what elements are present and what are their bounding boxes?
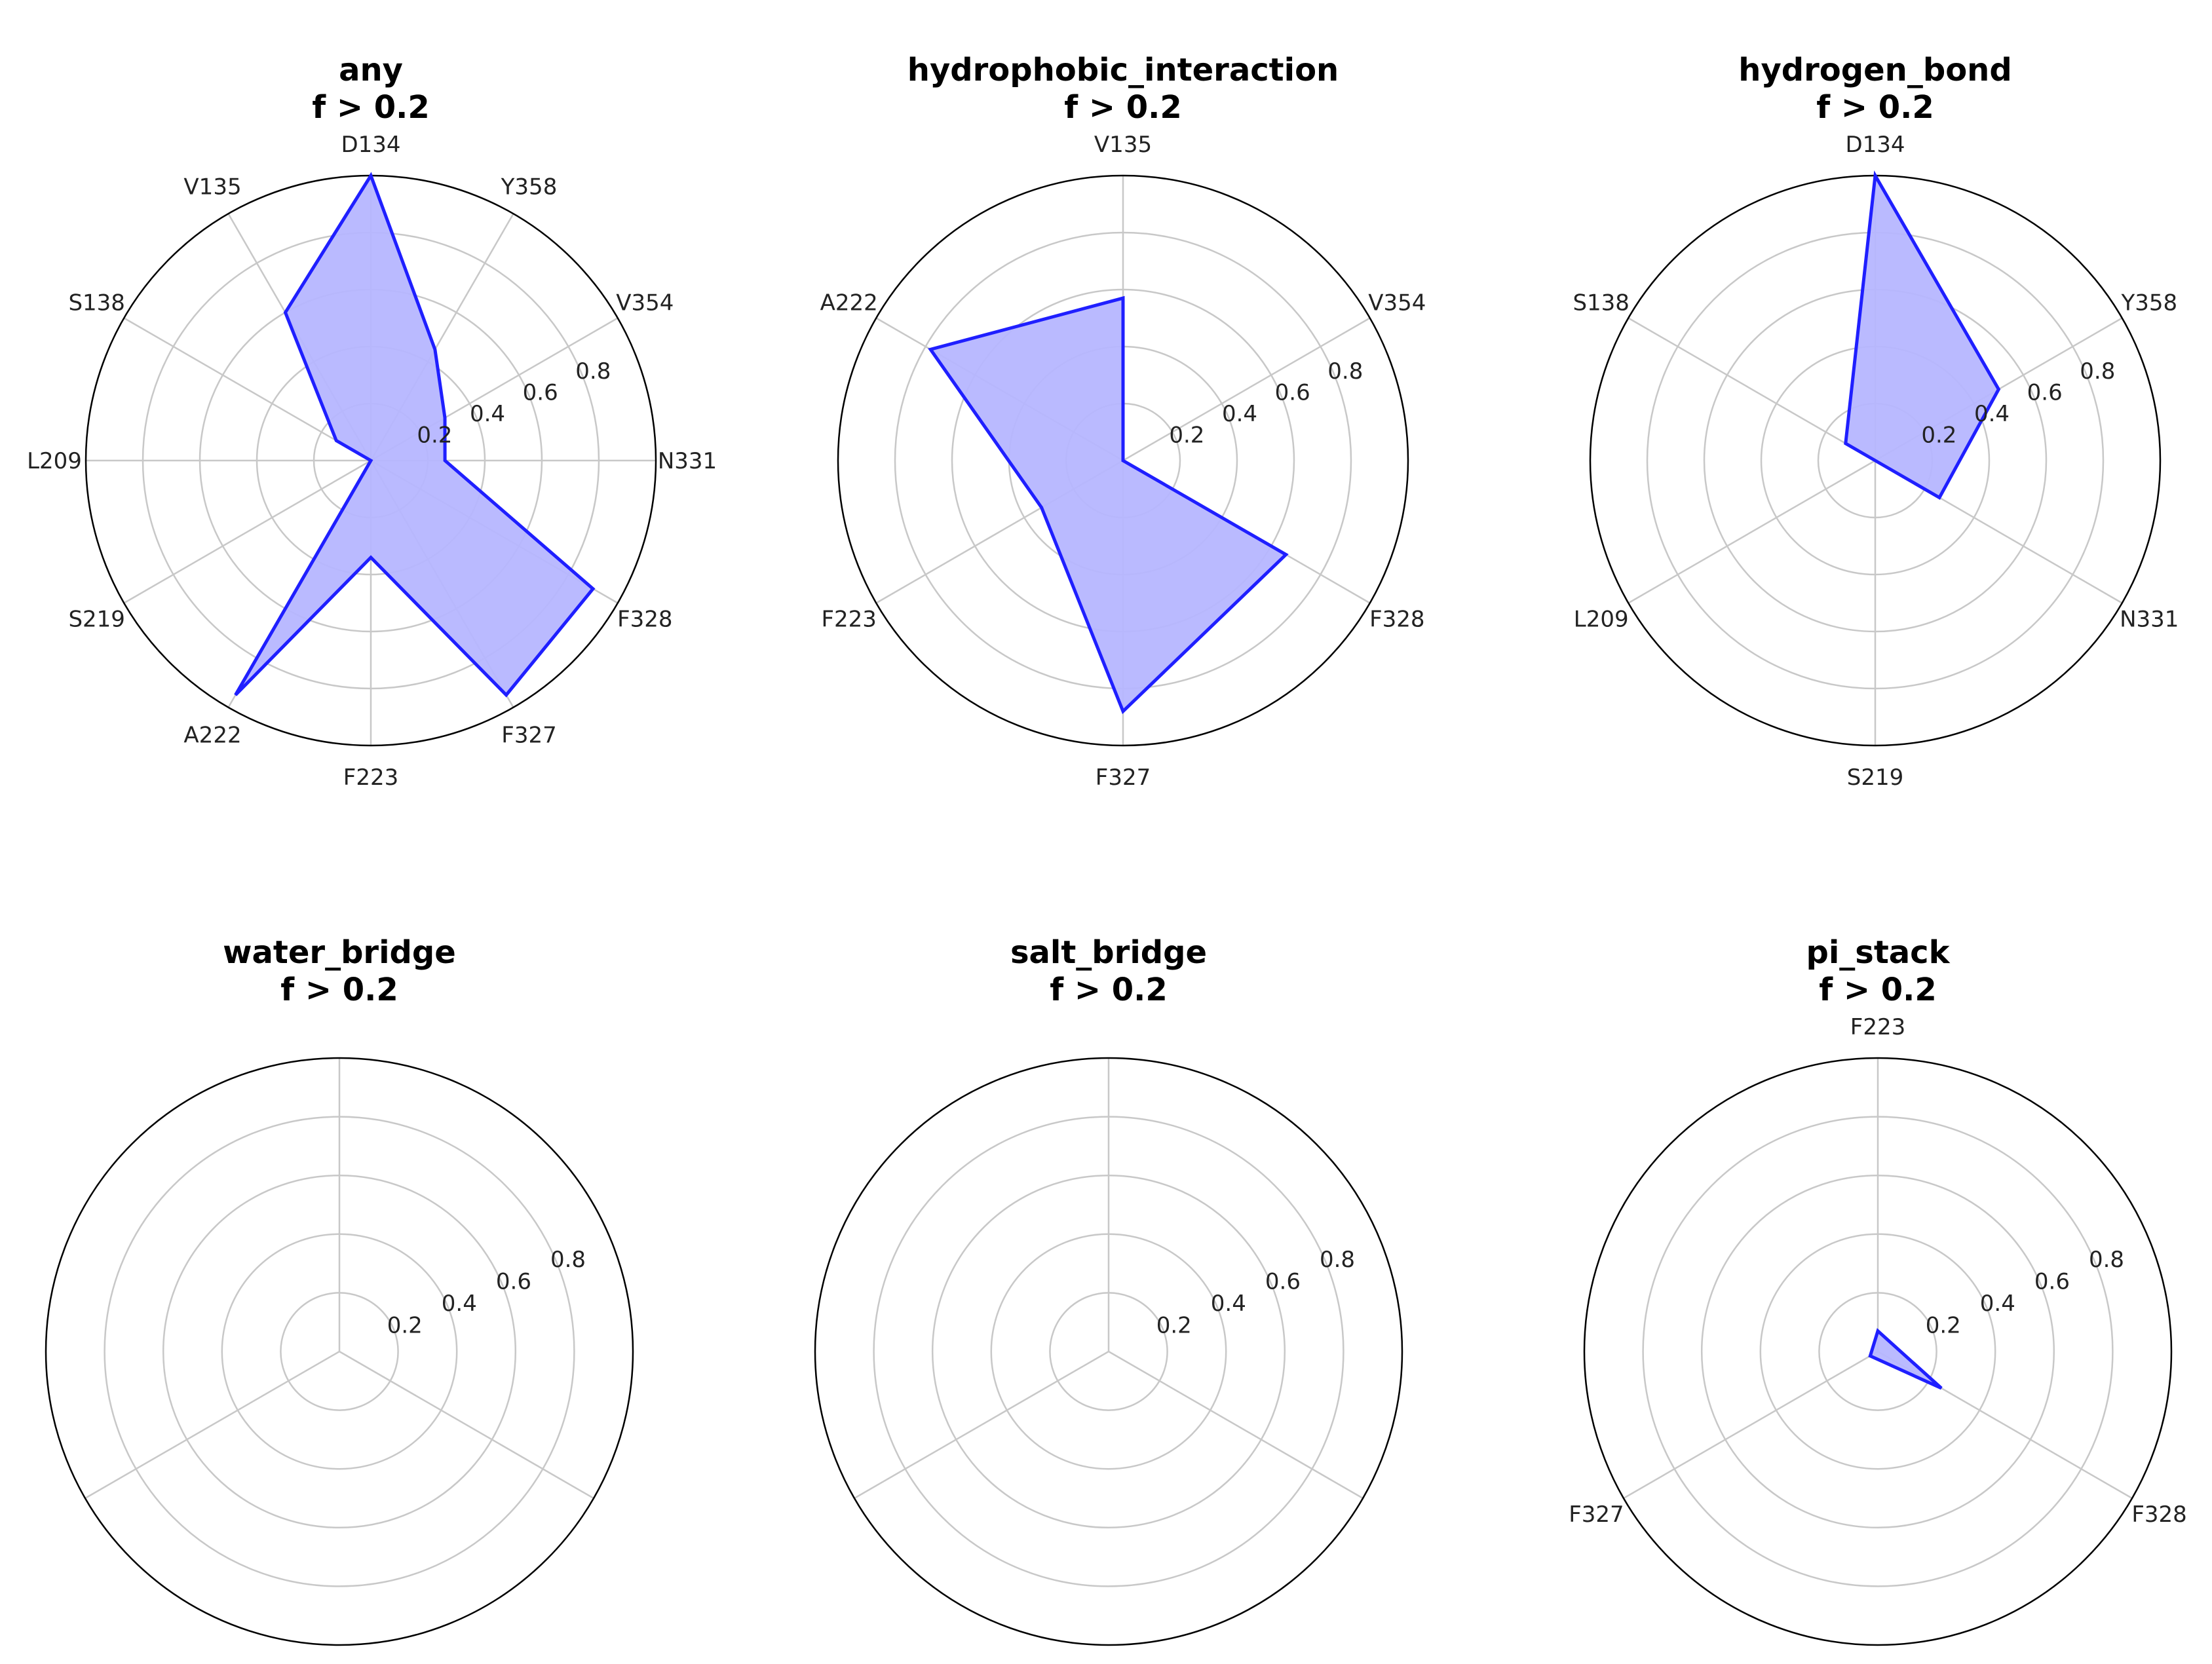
category-label: L209 — [27, 448, 82, 474]
panel-subtitle: f > 0.2 — [1050, 972, 1168, 1008]
radial-tick-label: 0.2 — [1926, 1313, 1961, 1339]
panel-subtitle: f > 0.2 — [312, 89, 430, 126]
category-label: F223 — [343, 765, 398, 791]
radar-panel-salt-bridge: salt_bridge f > 0.2 0.2 0.4 0.6 0.8 — [814, 934, 1403, 1646]
category-label: S219 — [1847, 765, 1903, 791]
panel-title: salt_bridge — [1010, 934, 1207, 971]
radial-tick-label: 0.2 — [417, 423, 452, 449]
category-label: Y358 — [501, 174, 558, 200]
category-label: S138 — [68, 290, 124, 316]
radial-tick-label: 0.6 — [2027, 379, 2063, 406]
category-label: F223 — [1850, 1014, 1905, 1040]
category-label: Y358 — [2120, 290, 2177, 316]
radial-tick-label: 0.6 — [2034, 1269, 2070, 1295]
radial-tick-label: 0.4 — [1974, 401, 2010, 427]
radial-tick-label: 0.4 — [1211, 1291, 1246, 1317]
panel-subtitle: f > 0.2 — [1819, 972, 1937, 1008]
series-polygon — [234, 172, 596, 698]
category-label: F327 — [1569, 1502, 1624, 1528]
panel-title: hydrogen_bond — [1738, 52, 2012, 88]
category-label: F328 — [2131, 1502, 2186, 1528]
angular-grid-spoke — [85, 1350, 340, 1500]
radar-panel-hydrophobic-interaction: hydrophobic_interaction f > 0.2 0.2 0.4 0.… — [820, 52, 1426, 791]
angular-grid-spoke — [339, 1350, 594, 1500]
panel-title: water_bridge — [223, 934, 456, 971]
category-label: F327 — [501, 722, 556, 748]
radial-tick-label: 0.8 — [1327, 358, 1363, 385]
panel-subtitle: f > 0.2 — [1816, 89, 1934, 126]
radial-tick-label: 0.8 — [2080, 358, 2115, 385]
polar-frame — [45, 1057, 634, 1646]
angular-grid-spoke — [123, 317, 372, 462]
category-label: N331 — [658, 448, 717, 474]
radial-tick-label: 0.8 — [1320, 1247, 1355, 1273]
radial-tick-label: 0.6 — [1265, 1269, 1301, 1295]
category-label: S219 — [68, 607, 124, 633]
polar-frame — [1583, 1057, 2173, 1646]
series-polygon — [928, 295, 1289, 715]
radar-panel-hydrogen-bond: hydrogen_bond f > 0.2 0.2 0.4 0.6 0.8 D134 Y3… — [1573, 52, 2179, 791]
category-label: D134 — [1845, 132, 1905, 158]
category-label: V354 — [1368, 290, 1426, 316]
radial-tick-label: 0.4 — [1980, 1291, 2015, 1317]
radial-tick-label: 0.2 — [1156, 1313, 1192, 1339]
radar-panel-any: any f > 0.2 0.2 0.4 0.6 0.8 D134 Y358 V354 N331… — [27, 52, 717, 791]
angular-grid-spoke — [1623, 1350, 1878, 1500]
radial-tick-label: 0.8 — [2089, 1247, 2124, 1273]
panel-title: hydrophobic_interaction — [907, 52, 1339, 88]
panel-subtitle: f > 0.2 — [280, 972, 398, 1008]
angular-grid-spoke — [854, 1350, 1109, 1500]
category-label: V135 — [1094, 132, 1152, 158]
radial-tick-label: 0.6 — [523, 379, 558, 406]
category-label: V354 — [616, 290, 674, 316]
radar-panel-pi-stack: pi_stack f > 0.2 0.2 0.4 0.6 0.8 F223 F328 F32… — [1569, 934, 2187, 1646]
category-label: L209 — [1574, 607, 1629, 633]
radial-tick-label: 0.4 — [1222, 401, 1257, 427]
category-label: F328 — [617, 607, 672, 633]
category-label: F327 — [1096, 765, 1151, 791]
panel-subtitle: f > 0.2 — [1064, 89, 1182, 126]
angular-grid-spoke — [1108, 1350, 1363, 1500]
polar-frame — [814, 1057, 1403, 1646]
angular-grid-spoke — [1628, 459, 1876, 604]
radial-tick-label: 0.6 — [1275, 379, 1310, 406]
series-polygon — [1844, 170, 2001, 500]
category-label: F328 — [1369, 607, 1424, 633]
radial-tick-label: 0.2 — [1921, 423, 1956, 449]
category-label: N331 — [2120, 607, 2179, 633]
radial-tick-label: 0.4 — [470, 401, 505, 427]
panel-title: any — [339, 52, 403, 88]
angular-grid-spoke — [1628, 317, 1876, 462]
series-polygon — [1868, 1328, 1943, 1390]
radial-tick-label: 0.8 — [550, 1247, 586, 1273]
category-label: F223 — [821, 607, 876, 633]
radial-tick-label: 0.4 — [442, 1291, 477, 1317]
angular-grid-spoke — [123, 459, 372, 604]
panel-title: pi_stack — [1806, 934, 1950, 971]
category-label: A222 — [820, 290, 878, 316]
radial-tick-label: 0.8 — [575, 358, 611, 385]
category-label: V135 — [183, 174, 241, 200]
category-label: S138 — [1573, 290, 1629, 316]
category-label: D134 — [341, 132, 400, 158]
radial-tick-label: 0.2 — [1169, 423, 1204, 449]
radial-tick-label: 0.2 — [387, 1313, 423, 1339]
category-label: A222 — [183, 722, 241, 748]
radial-tick-label: 0.6 — [496, 1269, 531, 1295]
polar-frame — [837, 174, 1409, 747]
angular-grid-spoke — [1122, 317, 1371, 462]
radar-panel-water-bridge: water_bridge f > 0.2 0.2 0.4 0.6 0.8 — [45, 934, 634, 1646]
